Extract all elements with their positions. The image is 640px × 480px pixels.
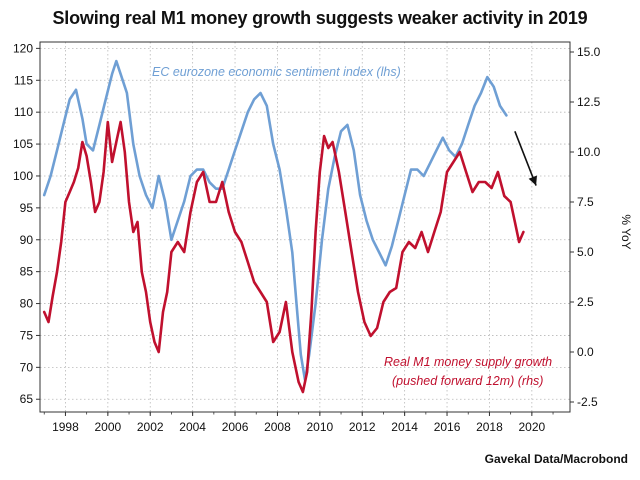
left-tick-label: 100 (13, 169, 33, 183)
x-tick-label: 2018 (476, 420, 503, 434)
left-tick-label: 110 (14, 105, 33, 119)
x-tick-label: 2004 (179, 420, 206, 434)
x-tick-label: 1998 (52, 420, 79, 434)
x-tick-label: 2000 (94, 420, 121, 434)
trend-arrow (514, 131, 537, 186)
left-tick-label: 120 (13, 41, 33, 55)
left-tick-label: 90 (20, 233, 34, 247)
x-tick-label: 2008 (264, 420, 291, 434)
left-tick-label: 105 (13, 137, 33, 151)
series-lines (42, 59, 525, 394)
source-credit: Gavekal Data/Macrobond (484, 452, 628, 466)
left-tick-label: 75 (20, 328, 34, 342)
x-tick-label: 2010 (306, 420, 333, 434)
x-tick-label: 2016 (434, 420, 461, 434)
right-tick-label: 12.5 (577, 95, 601, 109)
right-tick-label: 5.0 (577, 245, 594, 259)
arrow-shaft (514, 131, 537, 186)
right-axis-label: % YoY (619, 214, 633, 249)
x-tick-label: 2006 (222, 420, 249, 434)
left-tick-label: 95 (20, 201, 34, 215)
axes (36, 41, 574, 416)
left-tick-label: 65 (20, 392, 34, 406)
series-line-m1-growth (42, 120, 525, 394)
right-tick-label: 7.5 (577, 195, 594, 209)
tick-labels: 65 70 75 80 85 90 95 100 105 110 115 120 -2.5 0.0 2.5 5… (13, 41, 601, 434)
right-tick-label: 0.0 (577, 345, 594, 359)
x-tick-label: 2020 (518, 420, 545, 434)
x-tick-label: 2012 (349, 420, 376, 434)
right-tick-label: 15.0 (577, 45, 601, 59)
left-tick-label: 80 (20, 297, 34, 311)
legend-sentiment-index: EC eurozone economic sentiment index (lh… (152, 65, 401, 79)
series-line-sentiment (42, 59, 508, 382)
arrow-head (528, 175, 537, 186)
x-tick-label: 2002 (137, 420, 164, 434)
gridlines (40, 42, 570, 412)
left-tick-label: 115 (14, 73, 33, 87)
x-tick-label: 2014 (391, 420, 418, 434)
right-tick-label: -2.5 (577, 395, 598, 409)
left-tick-label: 70 (20, 360, 34, 374)
right-tick-label: 2.5 (577, 295, 594, 309)
legend-m1-growth-line1: Real M1 money supply growth (384, 355, 552, 369)
plot-frame (39, 41, 571, 413)
right-tick-label: 10.0 (577, 145, 601, 159)
legend-m1-growth-line2: (pushed forward 12m) (rhs) (392, 374, 543, 388)
chart-title: Slowing real M1 money growth suggests we… (52, 8, 588, 28)
left-tick-label: 85 (20, 265, 34, 279)
